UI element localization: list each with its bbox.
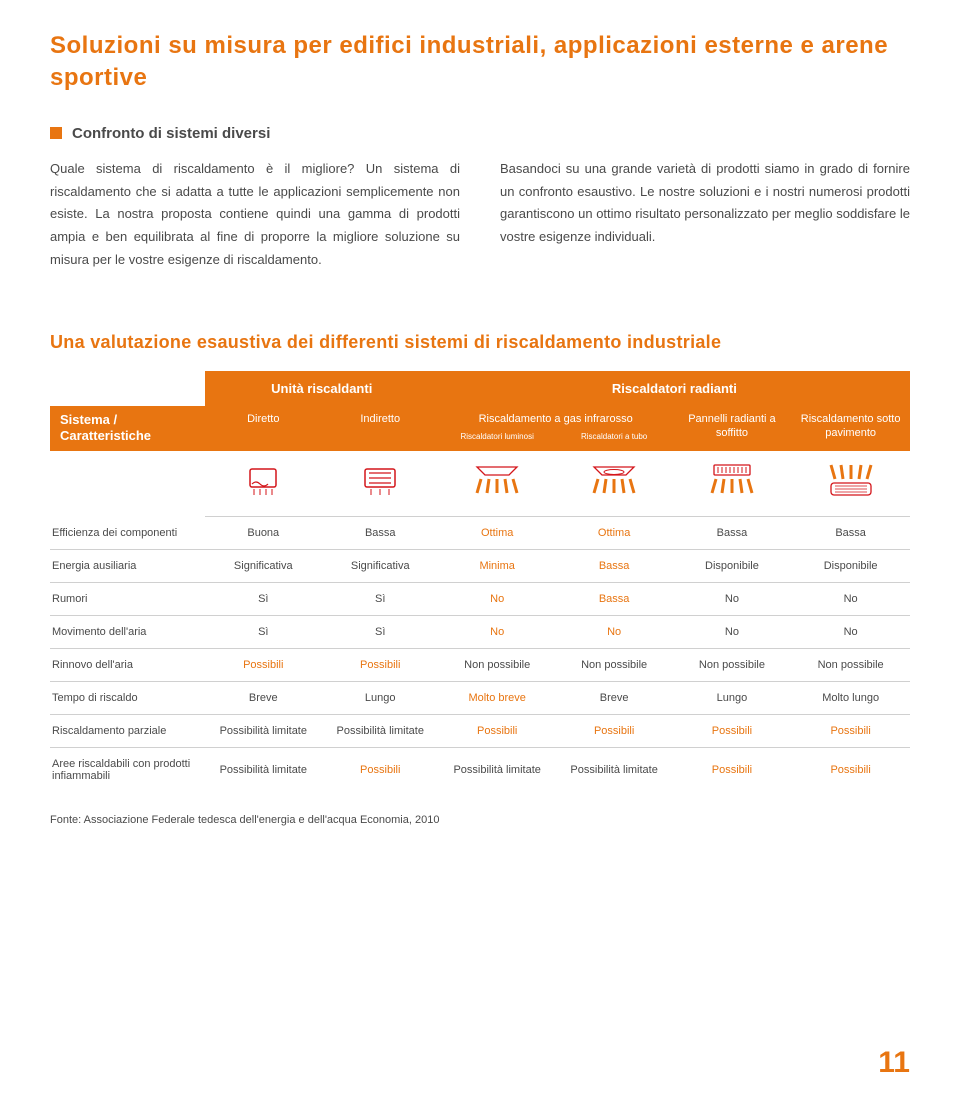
table-cell: Possibili bbox=[556, 715, 673, 748]
table-title: Una valutazione esaustiva dei differenti… bbox=[50, 332, 910, 353]
table-cell: Bassa bbox=[791, 517, 910, 550]
table-cell: No bbox=[556, 616, 673, 649]
table-cell: No bbox=[439, 583, 556, 616]
page-number: 11 bbox=[878, 1046, 910, 1080]
table-cell: Possibilità limitate bbox=[205, 748, 322, 793]
table-row: Movimento dell'ariaSìSìNoNoNoNo bbox=[50, 616, 910, 649]
table-cell: Possibili bbox=[791, 748, 910, 793]
table-group-header-row: Unità riscaldanti Riscaldatori radianti bbox=[50, 371, 910, 406]
row-label: Riscaldamento parziale bbox=[50, 715, 205, 748]
row-label: Movimento dell'aria bbox=[50, 616, 205, 649]
table-cell: Lungo bbox=[322, 682, 439, 715]
tube-heater-icon bbox=[556, 451, 673, 517]
icon-blank bbox=[50, 451, 205, 517]
floor-heating-icon bbox=[791, 451, 910, 517]
table-cell: No bbox=[439, 616, 556, 649]
table-cell: Possibili bbox=[791, 715, 910, 748]
col-header-ceiling: Pannelli radianti a soffitto bbox=[673, 406, 792, 452]
blank-cell bbox=[50, 371, 205, 406]
ceiling-panel-icon bbox=[673, 451, 792, 517]
table-cell: Significativa bbox=[322, 550, 439, 583]
col-header-system: Sistema / Caratteristiche bbox=[50, 406, 205, 452]
row-label: Aree riscaldabili con prodotti infiammab… bbox=[50, 748, 205, 793]
table-cell: Sì bbox=[322, 616, 439, 649]
col-subheader-tube: Riscaldatori a tubo bbox=[556, 432, 673, 451]
row-label: Rumori bbox=[50, 583, 205, 616]
table-row: Aree riscaldabili con prodotti infiammab… bbox=[50, 748, 910, 793]
subtitle-text: Confronto di sistemi diversi bbox=[72, 125, 270, 142]
table-source: Fonte: Associazione Federale tedesca del… bbox=[50, 814, 910, 826]
col-header-floor: Riscaldamento sotto pavimento bbox=[791, 406, 910, 452]
table-cell: Non possibile bbox=[791, 649, 910, 682]
table-cell: Significativa bbox=[205, 550, 322, 583]
col-header-gas-ir: Riscaldamento a gas infrarosso bbox=[439, 406, 673, 432]
intro-para-2: Basandoci su una grande varietà di prodo… bbox=[500, 158, 910, 272]
col-subheader-luminous: Riscaldatori luminosi bbox=[439, 432, 556, 451]
table-cell: Breve bbox=[205, 682, 322, 715]
table-cell: Ottima bbox=[556, 517, 673, 550]
luminous-heater-icon bbox=[439, 451, 556, 517]
table-cell: Lungo bbox=[673, 682, 792, 715]
table-cell: Ottima bbox=[439, 517, 556, 550]
table-cell: Non possibile bbox=[439, 649, 556, 682]
table-cell: Possibili bbox=[205, 649, 322, 682]
table-row: RumoriSìSìNoBassaNoNo bbox=[50, 583, 910, 616]
table-cell: Possibili bbox=[673, 715, 792, 748]
group-header-units: Unità riscaldanti bbox=[205, 371, 439, 406]
group-header-radiant: Riscaldatori radianti bbox=[439, 371, 910, 406]
table-row: Riscaldamento parzialePossibilità limita… bbox=[50, 715, 910, 748]
table-icon-row bbox=[50, 451, 910, 517]
table-cell: Disponibile bbox=[791, 550, 910, 583]
table-cell: Possibilità limitate bbox=[556, 748, 673, 793]
table-cell: Buona bbox=[205, 517, 322, 550]
table-cell: Sì bbox=[322, 583, 439, 616]
comparison-table: Unità riscaldanti Riscaldatori radianti … bbox=[50, 371, 910, 793]
table-row: Efficienza dei componentiBuonaBassaOttim… bbox=[50, 517, 910, 550]
indirect-heater-icon bbox=[322, 451, 439, 517]
table-column-header-row: Sistema / Caratteristiche Diretto Indire… bbox=[50, 406, 910, 432]
row-label: Energia ausiliaria bbox=[50, 550, 205, 583]
table-row: Rinnovo dell'ariaPossibiliPossibiliNon p… bbox=[50, 649, 910, 682]
table-cell: Bassa bbox=[673, 517, 792, 550]
table-cell: Non possibile bbox=[673, 649, 792, 682]
table-cell: Possibilità limitate bbox=[439, 748, 556, 793]
table-cell: Sì bbox=[205, 616, 322, 649]
table-cell: Disponibile bbox=[673, 550, 792, 583]
table-cell: No bbox=[673, 583, 792, 616]
table-cell: Possibilità limitate bbox=[205, 715, 322, 748]
table-cell: Possibili bbox=[673, 748, 792, 793]
table-cell: No bbox=[791, 616, 910, 649]
table-cell: Possibili bbox=[439, 715, 556, 748]
table-cell: Possibili bbox=[322, 649, 439, 682]
col-header-direct: Diretto bbox=[205, 406, 322, 452]
direct-heater-icon bbox=[205, 451, 322, 517]
table-row: Energia ausiliariaSignificativaSignifica… bbox=[50, 550, 910, 583]
table-cell: No bbox=[673, 616, 792, 649]
table-cell: Sì bbox=[205, 583, 322, 616]
table-body: Efficienza dei componentiBuonaBassaOttim… bbox=[50, 517, 910, 793]
table-cell: Bassa bbox=[556, 550, 673, 583]
table-cell: Minima bbox=[439, 550, 556, 583]
row-label: Tempo di riscaldo bbox=[50, 682, 205, 715]
table-cell: Molto breve bbox=[439, 682, 556, 715]
intro-columns: Quale sistema di riscaldamento è il migl… bbox=[50, 158, 910, 272]
page-title: Soluzioni su misura per edifici industri… bbox=[50, 30, 910, 95]
table-row: Tempo di riscaldoBreveLungoMolto breveBr… bbox=[50, 682, 910, 715]
table-cell: Molto lungo bbox=[791, 682, 910, 715]
subtitle-row: Confronto di sistemi diversi bbox=[50, 125, 910, 142]
table-cell: Non possibile bbox=[556, 649, 673, 682]
row-label: Efficienza dei componenti bbox=[50, 517, 205, 550]
table-cell: Possibilità limitate bbox=[322, 715, 439, 748]
table-cell: Bassa bbox=[556, 583, 673, 616]
table-cell: No bbox=[791, 583, 910, 616]
row-label: Rinnovo dell'aria bbox=[50, 649, 205, 682]
table-cell: Bassa bbox=[322, 517, 439, 550]
col-header-indirect: Indiretto bbox=[322, 406, 439, 452]
square-bullet-icon bbox=[50, 127, 62, 139]
intro-para-1: Quale sistema di riscaldamento è il migl… bbox=[50, 158, 460, 272]
table-cell: Possibili bbox=[322, 748, 439, 793]
table-cell: Breve bbox=[556, 682, 673, 715]
